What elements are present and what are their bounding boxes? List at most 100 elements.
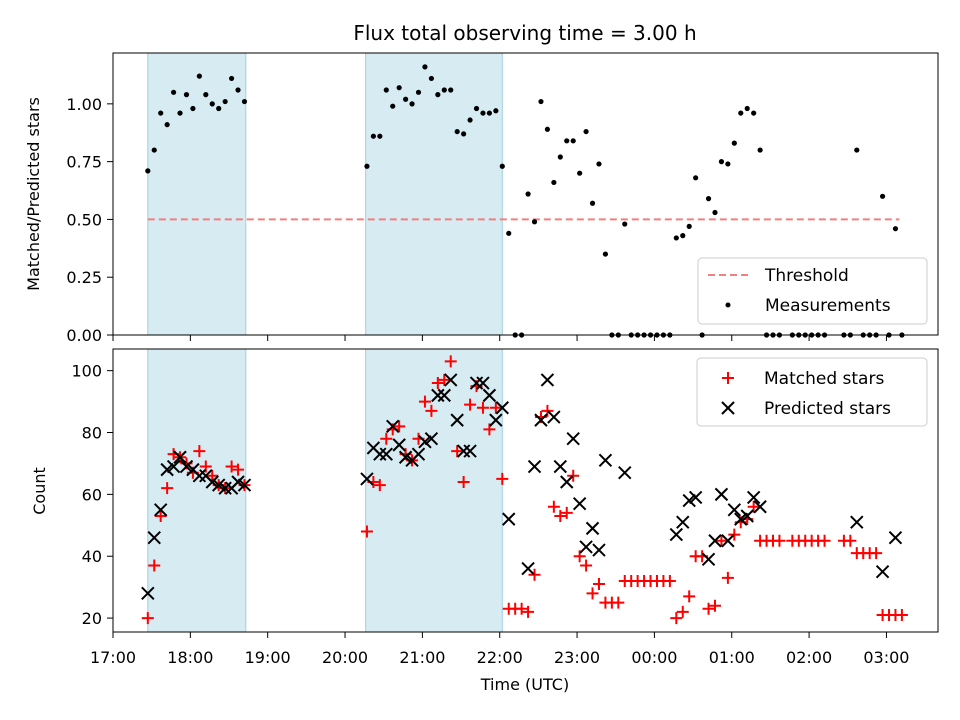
matched-star-point: [844, 534, 857, 547]
bottom-ytick-label: 80: [82, 424, 102, 443]
predicted-star-point: [875, 564, 890, 579]
x-axis: 17:00 18:00 19:00 20:00 21:00 22:00 23:00 00:00…: [90, 632, 909, 667]
predicted-star-point: [231, 475, 245, 489]
predicted-star-point: [598, 453, 613, 468]
predicted-star-point: [534, 413, 548, 427]
top-panel: 0.00 0.25 0.50 0.75 1.00 Matched/Predicted s…: [24, 52, 939, 345]
measurement-point: [854, 147, 860, 153]
predicted-star-point: [192, 469, 207, 483]
predicted-star-point: [179, 459, 194, 474]
top-observing-windows: [147, 52, 503, 336]
measurement-point: [454, 128, 460, 135]
measurement-point: [403, 96, 409, 102]
measurement-point: [428, 75, 434, 82]
chart-title: Flux total observing time = 3.00 h: [353, 21, 696, 45]
matched-star-point: [380, 432, 393, 445]
predicted-star-point: [714, 487, 729, 502]
matched-star-point: [141, 612, 154, 625]
predicted-star-point: [527, 459, 542, 474]
matched-star-point: [515, 602, 528, 615]
predicted-star-point: [360, 472, 374, 486]
predicted-star-point: [850, 515, 864, 529]
matched-star-point: [586, 587, 599, 600]
predicted-star-point: [592, 543, 606, 557]
measurement-point: [493, 108, 499, 114]
predicted-star-point: [141, 586, 155, 601]
matched-star-point: [560, 506, 573, 519]
top-ytick-label: 0.50: [66, 210, 102, 229]
measurement-point: [370, 133, 376, 139]
xtick-label: 17:00: [90, 648, 136, 667]
matched-star-point: [715, 534, 728, 547]
predicted-star-point: [708, 534, 722, 548]
predicted-star-point: [450, 413, 464, 427]
measurement-point: [525, 191, 531, 197]
bottom-window-2: [365, 348, 503, 633]
predicted-star-point: [740, 509, 754, 523]
matched-star-point: [489, 401, 502, 414]
measurement-point: [158, 110, 164, 116]
predicted-star-point: [688, 490, 703, 505]
measurement-point: [622, 221, 628, 227]
measurement-point: [448, 87, 454, 93]
predicted-star-point: [540, 373, 555, 387]
measurement-point: [686, 223, 692, 229]
top-y-axis: 0.00 0.25 0.50 0.75 1.00: [66, 95, 113, 345]
measurement-point: [680, 233, 686, 239]
predicted-star-point: [753, 500, 767, 514]
measurement-point: [725, 161, 731, 167]
measurement-point: [531, 219, 538, 225]
measurement-point: [551, 179, 557, 186]
measurement-point: [751, 110, 757, 116]
predicted-star-point: [495, 401, 510, 415]
matched-star-point: [728, 528, 741, 541]
legend-measurements-label: Measurements: [765, 296, 891, 316]
matched-star-point: [451, 445, 464, 458]
xtick-label: 18:00: [167, 648, 213, 667]
matched-star-point: [425, 404, 438, 417]
predicted-star-point: [398, 450, 413, 464]
top-window-2: [365, 52, 503, 336]
bottom-y-axis: 20 40 60 80 100: [71, 362, 113, 628]
predicted-star-point: [746, 490, 761, 505]
measurement-point: [583, 128, 589, 135]
measurement-point: [499, 163, 505, 169]
measurement-point: [673, 235, 679, 241]
top-ytick-label: 1.00: [66, 95, 102, 114]
bottom-y-axis-label: Count: [30, 467, 49, 515]
matched-star-point: [360, 525, 373, 538]
top-plot-frame: [112, 52, 939, 336]
matched-star-point: [567, 469, 580, 482]
predicted-star-point: [476, 376, 490, 390]
measurement-point: [712, 209, 718, 216]
measurement-point: [222, 98, 228, 105]
measurement-point: [435, 92, 441, 98]
predicted-star-point: [147, 530, 161, 545]
measurement-point: [480, 110, 486, 116]
measurement-point: [183, 92, 190, 98]
predicted-star-point: [437, 388, 451, 403]
matched-star-point: [476, 401, 489, 414]
predicted-star-point: [618, 466, 632, 480]
predicted-star-point: [379, 447, 393, 461]
measurement-point: [364, 163, 370, 169]
measurement-point: [390, 103, 396, 109]
measurement-point: [151, 147, 157, 153]
measurement-point: [415, 89, 422, 95]
measurement-point: [383, 87, 389, 93]
matched-star-point: [464, 398, 477, 411]
predicted-star-point: [521, 561, 535, 576]
measurement-point: [461, 131, 467, 137]
xtick-label: 20:00: [322, 648, 368, 667]
predicted-star-point: [579, 540, 593, 554]
bottom-ytick-label: 60: [82, 485, 102, 504]
predicted-star-point: [553, 459, 568, 474]
measurement-point: [377, 133, 383, 139]
legend-measurements-swatch: [725, 302, 731, 308]
matched-star-point: [444, 355, 457, 368]
measurement-point: [209, 101, 215, 107]
top-legend: Threshold Measurements: [697, 257, 928, 325]
top-ytick-label: 0.00: [66, 326, 102, 345]
matched-star-point: [547, 500, 560, 513]
